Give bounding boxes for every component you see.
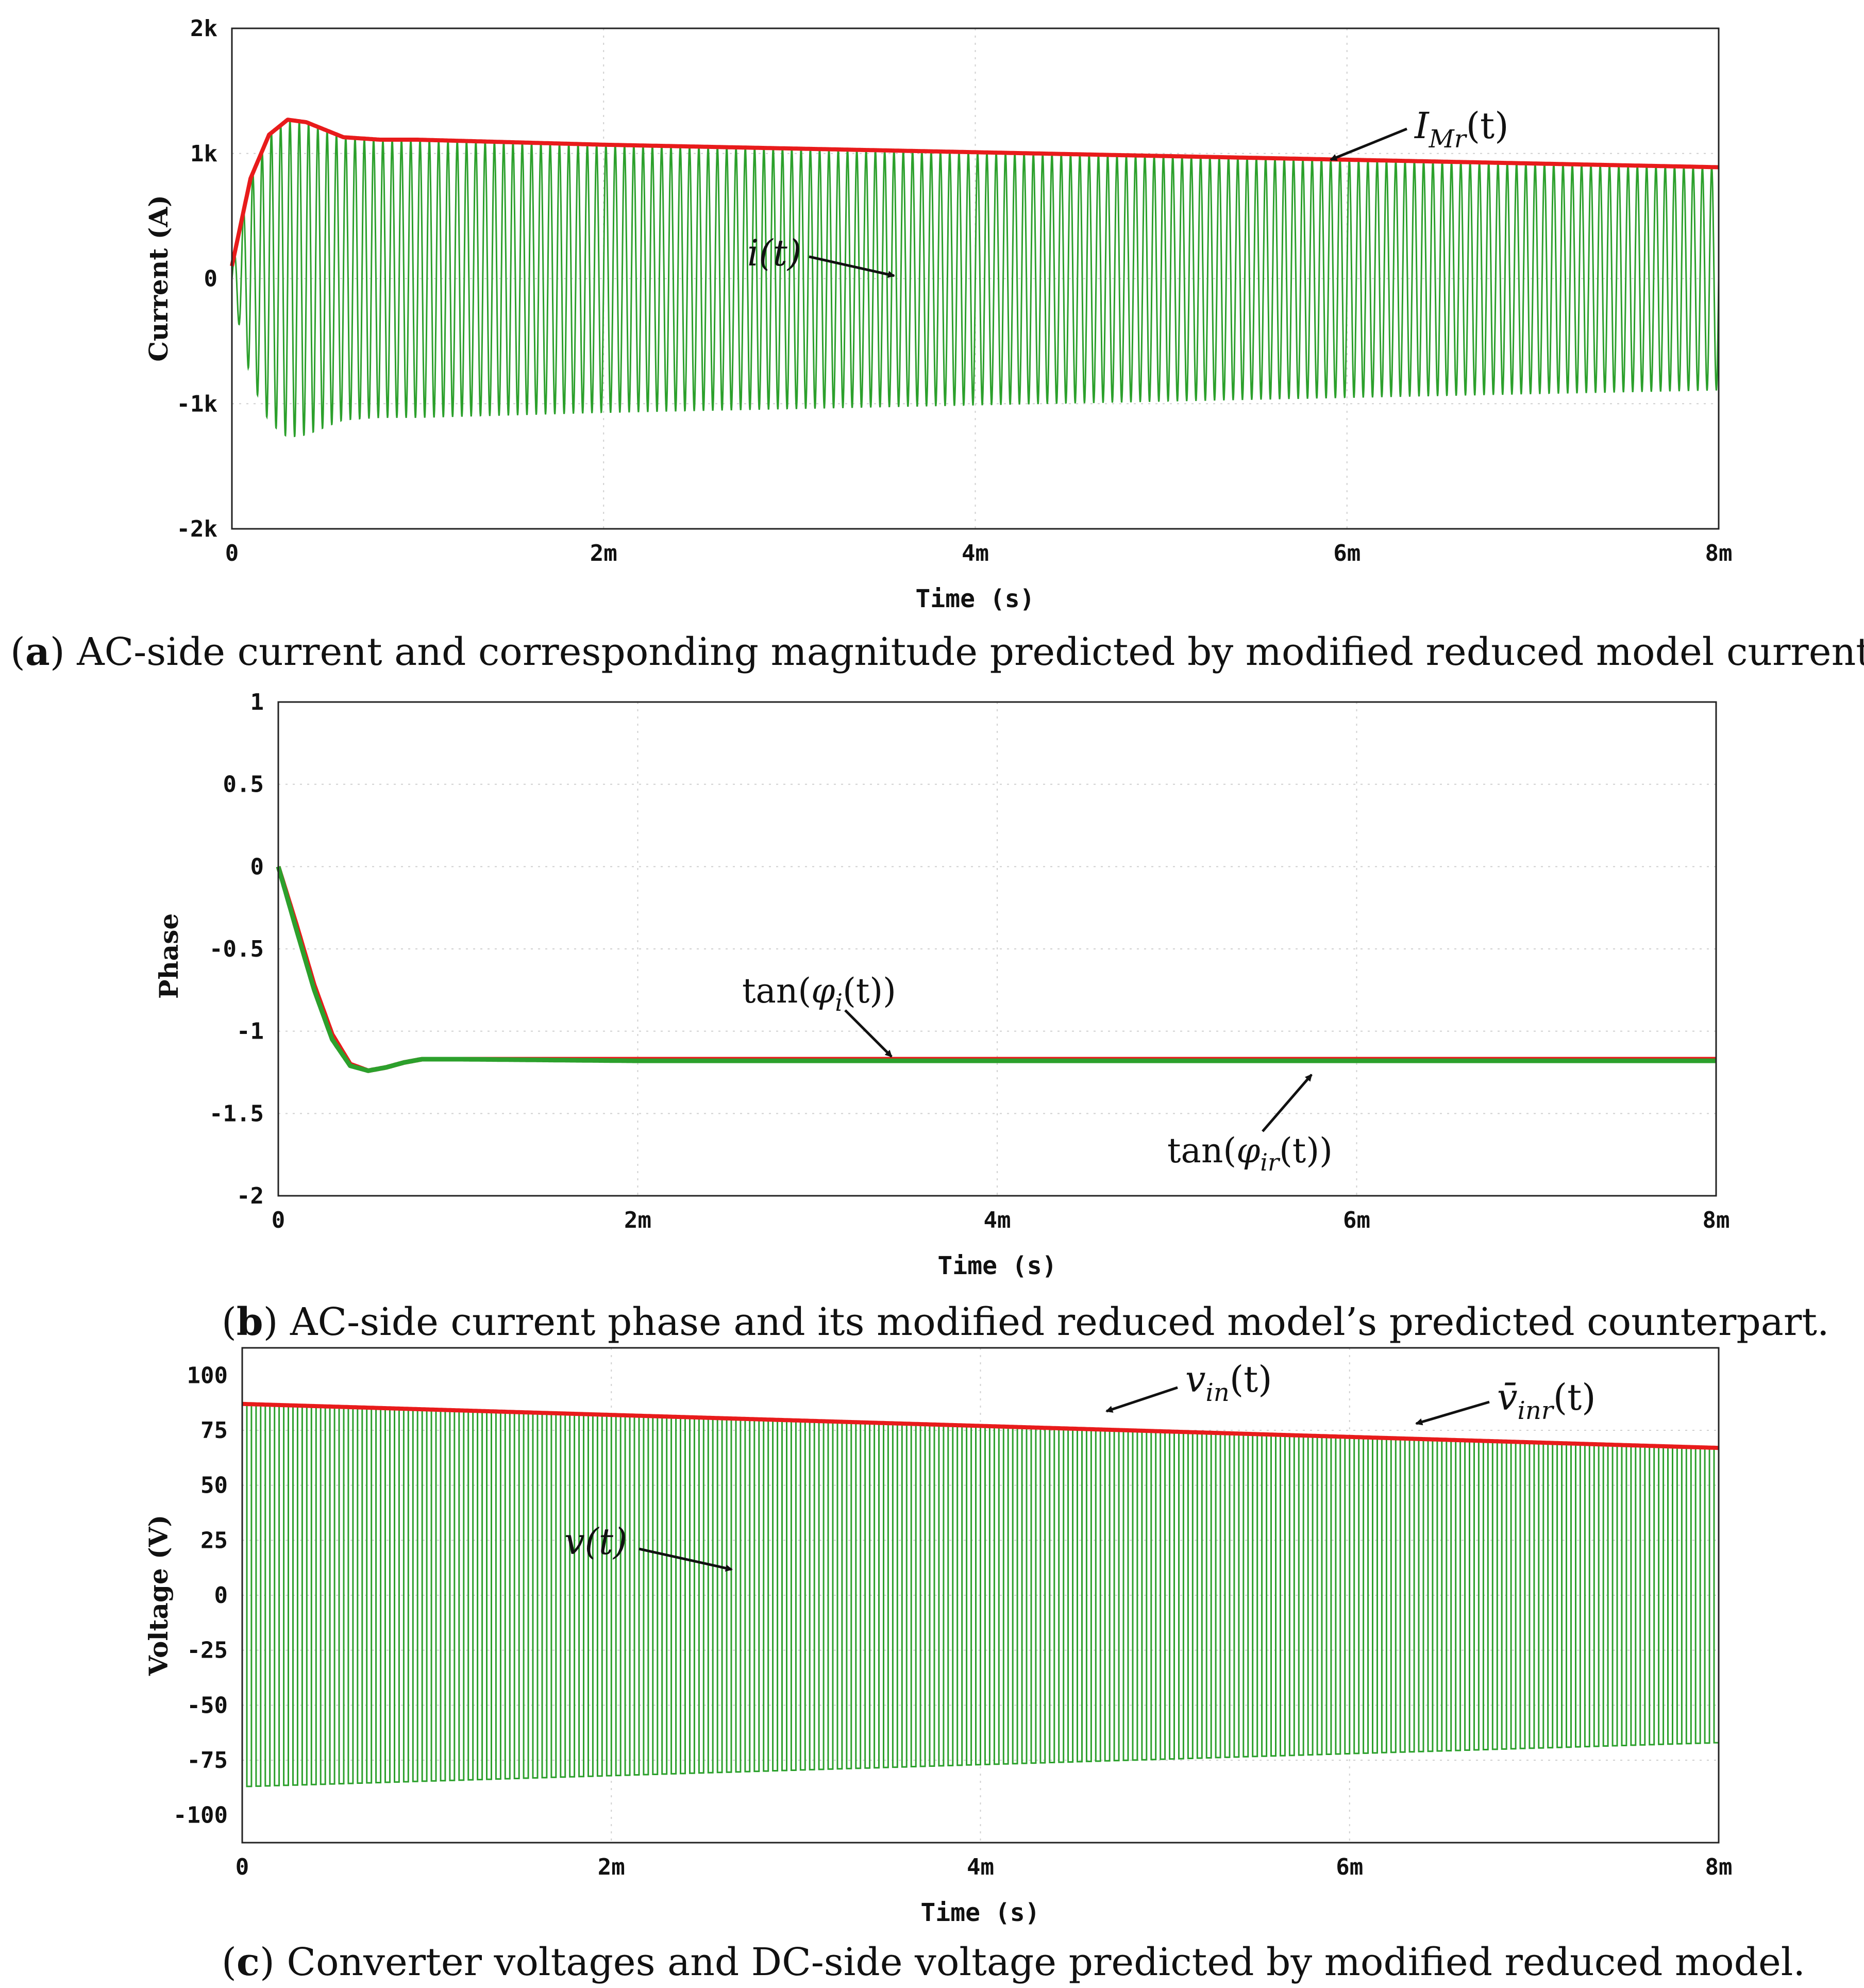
series-tan-ir-t--line xyxy=(276,866,1718,1073)
y-tick-label: 2k xyxy=(190,15,217,42)
y-tick-label: -2k xyxy=(177,516,217,542)
y-tick-label: 1k xyxy=(190,141,217,167)
y-tick-label: -1 xyxy=(237,1018,264,1045)
series-v-in-t--line xyxy=(241,1401,1720,1450)
caption-a: (a) AC-side current and corresponding ma… xyxy=(10,630,1864,674)
annotation-v-t-arrow xyxy=(639,1547,733,1572)
panel-a-current: 0 2m 4m 6m 8m 2k 1k 0 -1k -2k Time (s) Current (A… xyxy=(10,15,1864,674)
annotation-i-t: i(t) xyxy=(747,232,801,274)
annotation-vin-arrow xyxy=(1105,1386,1178,1413)
plot-b-xlabel: Time (s) xyxy=(937,1251,1056,1280)
caption-c: (c) Converter voltages and DC-side volta… xyxy=(222,1940,1805,1984)
annotation-vin-t: vin(t) xyxy=(1185,1358,1272,1407)
y-tick-label: -50 xyxy=(187,1692,228,1718)
annotation-imr-t: IMr(t) xyxy=(1414,105,1509,154)
y-tick-label: -1.5 xyxy=(209,1100,264,1127)
annotation-tan-phi-ir: tan(φir(t)) xyxy=(1167,1131,1333,1176)
annotation-i-t-arrow xyxy=(809,255,895,278)
x-tick-label: 4m xyxy=(967,1854,994,1880)
y-tick-label: 75 xyxy=(200,1417,228,1444)
annotation-v-t: v(t) xyxy=(564,1521,627,1563)
x-tick-label: 8m xyxy=(1703,1207,1730,1233)
series-i-mr-t--line xyxy=(230,118,1720,267)
y-tick-label: -0.5 xyxy=(209,936,264,962)
caption-b: (b) AC-side current phase and its modifi… xyxy=(222,1300,1829,1344)
x-tick-label: 0 xyxy=(272,1207,286,1233)
annotation-imr-arrow xyxy=(1330,127,1407,161)
x-tick-label: 2m xyxy=(590,540,617,566)
y-tick-label: 1 xyxy=(250,689,264,715)
y-tick-label: -75 xyxy=(187,1747,228,1774)
annotation-tan-phi-i-arrow xyxy=(844,1009,893,1058)
plot-a-xlabel: Time (s) xyxy=(915,584,1034,613)
y-tick-label: 50 xyxy=(200,1473,228,1499)
plot-c-ylabel: Voltage (V) xyxy=(143,1515,174,1676)
annotation-vinr-t: v̄inr(t) xyxy=(1497,1376,1596,1425)
y-tick-label: -100 xyxy=(173,1802,228,1829)
x-tick-label: 6m xyxy=(1343,1207,1370,1233)
y-tick-label: 25 xyxy=(200,1527,228,1553)
plot-a-frame xyxy=(231,27,1720,530)
x-tick-label: 6m xyxy=(1333,540,1361,566)
plot-c-frame xyxy=(241,1347,1720,1844)
y-tick-label: -2 xyxy=(237,1183,264,1209)
x-tick-label: 0 xyxy=(225,540,239,566)
x-tick-label: 2m xyxy=(624,1207,651,1233)
annotation-vinr-arrow xyxy=(1415,1400,1490,1426)
y-tick-label: 100 xyxy=(187,1362,228,1389)
series-i-t-waveform xyxy=(231,119,1720,438)
x-tick-label: 2m xyxy=(598,1854,625,1880)
y-tick-label: -1k xyxy=(177,391,217,417)
plot-c-xlabel: Time (s) xyxy=(920,1898,1039,1927)
x-tick-label: 6m xyxy=(1336,1854,1363,1880)
annotation-tan-phi-ir-arrow xyxy=(1262,1074,1313,1132)
plot-b-frame xyxy=(277,701,1717,1197)
x-tick-label: 4m xyxy=(962,540,989,566)
x-tick-label: 0 xyxy=(236,1854,249,1880)
annotation-tan-phi-i: tan(φi(t)) xyxy=(742,971,896,1016)
panel-b-phase: 0 2m 4m 6m 8m 1 0.5 0 -0.5 -1 -1.5 -2 Time (s) Phas… xyxy=(154,689,1829,1344)
y-tick-label: 0 xyxy=(250,854,264,880)
x-tick-label: 8m xyxy=(1705,1854,1733,1880)
x-tick-label: 4m xyxy=(984,1207,1011,1233)
y-tick-label: 0.5 xyxy=(223,772,264,798)
y-tick-label: -25 xyxy=(187,1638,228,1664)
y-tick-label: 0 xyxy=(214,1582,228,1609)
series-v-t-waveform xyxy=(242,1403,1720,1787)
plot-a-ylabel: Current (A) xyxy=(143,195,174,362)
x-tick-label: 8m xyxy=(1705,540,1733,566)
plot-b-ylabel: Phase xyxy=(154,913,184,999)
panel-c-voltage: 0 2m 4m 6m 8m 100 75 50 25 0 -25 -50 -75 -100 Time (s… xyxy=(143,1347,1805,1984)
y-tick-label: 0 xyxy=(204,266,218,292)
